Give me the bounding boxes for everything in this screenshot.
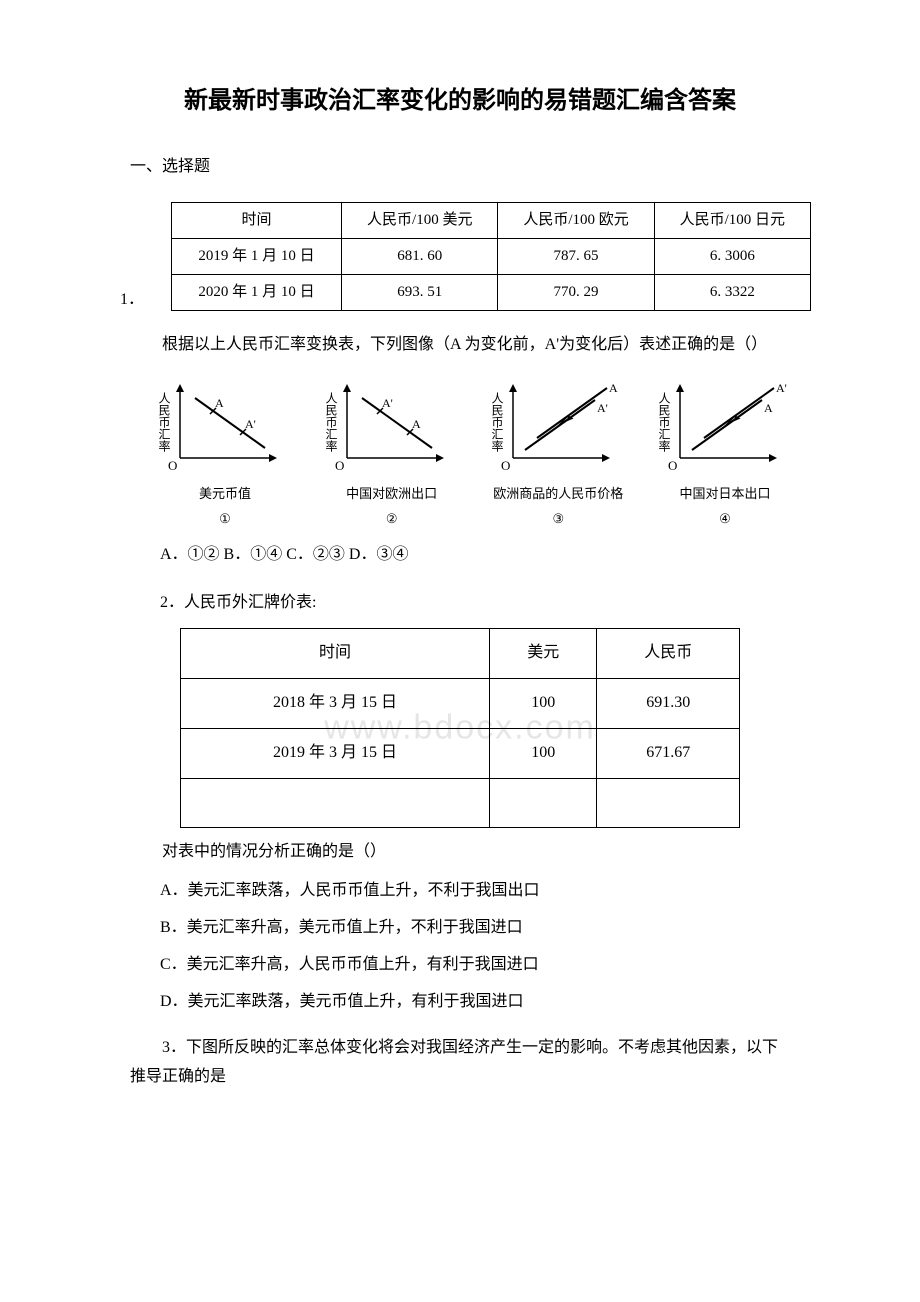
- svg-text:A: A: [764, 401, 773, 415]
- table-cell: 2019 年 1 月 10 日: [172, 238, 342, 274]
- q1-number: 1．: [120, 286, 144, 321]
- q1-options: A．①② B．①④ C．②③ D．③④: [160, 541, 790, 570]
- table-header: 人民币/100 欧元: [498, 202, 654, 238]
- page-title: 新最新时事政治汇率变化的影响的易错题汇编含答案: [90, 80, 830, 123]
- svg-text:人民币汇率: 人民币汇率: [657, 391, 671, 451]
- table-row: 2020 年 1 月 10 日 693. 51 770. 29 6. 3322: [172, 274, 811, 310]
- table-header: 美元: [490, 629, 597, 679]
- chart-1: 人民币汇率 O A A' 美元币值 ①: [150, 370, 300, 531]
- table-cell: 671.67: [597, 728, 740, 778]
- chart-circled-number: ②: [386, 507, 398, 530]
- q2-option-b: B．美元汇率升高，美元币值上升，不利于我国进口: [160, 914, 790, 943]
- svg-text:O: O: [668, 458, 677, 473]
- chart-circled-number: ④: [719, 507, 731, 530]
- q1-rate-table: 时间 人民币/100 美元 人民币/100 欧元 人民币/100 日元 2019…: [171, 202, 811, 311]
- section-label: 一、选择题: [130, 153, 830, 182]
- q3-text: 3．下图所反映的汇率总体变化将会对我国经济产生一定的影响。不考虑其他因素，以下推…: [130, 1034, 790, 1092]
- table-header: 时间: [181, 629, 490, 679]
- table-header: 人民币/100 日元: [654, 202, 810, 238]
- table-cell: 770. 29: [498, 274, 654, 310]
- q2-option-d: D．美元汇率跌落，美元币值上升，有利于我国进口: [160, 988, 790, 1017]
- svg-text:人民币汇率: 人民币汇率: [157, 391, 171, 451]
- q2-option-c: C．美元汇率升高，人民币币值上升，有利于我国进口: [160, 951, 790, 980]
- table-cell: 100: [490, 678, 597, 728]
- chart-caption: 美元币值: [199, 482, 251, 505]
- svg-text:A: A: [609, 381, 618, 395]
- chart-3: 人民币汇率 O AA' 欧洲商品的人民币价格 ③: [483, 370, 633, 531]
- q2-option-a: A．美元汇率跌落，人民币币值上升，不利于我国出口: [160, 877, 790, 906]
- table-cell: 681. 60: [342, 238, 498, 274]
- svg-text:人民币汇率: 人民币汇率: [324, 391, 338, 451]
- table-header: 人民币: [597, 629, 740, 679]
- table-cell: 693. 51: [342, 274, 498, 310]
- table-row: 时间 美元 人民币: [181, 629, 740, 679]
- svg-text:A: A: [215, 396, 224, 410]
- table-row: 2019 年 3 月 15 日 100 671.67: [181, 728, 740, 778]
- svg-text:O: O: [501, 458, 510, 473]
- q2-prompt: 对表中的情况分析正确的是（）: [130, 838, 790, 867]
- svg-text:A: A: [412, 417, 421, 431]
- chart-caption: 欧洲商品的人民币价格: [493, 482, 623, 505]
- table-row: [181, 778, 740, 828]
- svg-text:O: O: [168, 458, 177, 473]
- table-header: 人民币/100 美元: [342, 202, 498, 238]
- table-cell: 2019 年 3 月 15 日: [181, 728, 490, 778]
- svg-text:A': A': [597, 401, 608, 415]
- table-cell: 6. 3322: [654, 274, 810, 310]
- table-cell: 6. 3006: [654, 238, 810, 274]
- svg-text:A': A': [245, 417, 256, 431]
- chart-caption: 中国对欧洲出口: [346, 482, 437, 505]
- table-row: 2019 年 1 月 10 日 681. 60 787. 65 6. 3006: [172, 238, 811, 274]
- table-cell: 2018 年 3 月 15 日: [181, 678, 490, 728]
- q2-title: 2．人民币外汇牌价表:: [160, 589, 790, 618]
- svg-text:O: O: [335, 458, 344, 473]
- table-cell: 2020 年 1 月 10 日: [172, 274, 342, 310]
- chart-circled-number: ③: [552, 507, 564, 530]
- q1-charts-row: 人民币汇率OAA'美元币值 ① 人民币汇率OA'A中国对欧洲出口 ② 人民币汇率…: [150, 370, 800, 531]
- table-row: 2018 年 3 月 15 日 100 691.30: [181, 678, 740, 728]
- table-cell: [490, 778, 597, 828]
- svg-text:A': A': [776, 381, 787, 395]
- q1-row: 1． 时间 人民币/100 美元 人民币/100 欧元 人民币/100 日元 2…: [120, 202, 830, 321]
- q2-fx-table: 时间 美元 人民币 2018 年 3 月 15 日 100 691.30 201…: [180, 628, 740, 828]
- q2-table-wrap: www.bdocx.com 时间 美元 人民币 2018 年 3 月 15 日 …: [90, 628, 830, 828]
- table-cell: [181, 778, 490, 828]
- chart-4: 人民币汇率 O A'A 中国对日本出口 ④: [650, 370, 800, 531]
- chart-circled-number: ①: [219, 507, 231, 530]
- q2-options: A．美元汇率跌落，人民币币值上升，不利于我国出口 B．美元汇率升高，美元币值上升…: [90, 877, 830, 1016]
- table-cell: 100: [490, 728, 597, 778]
- svg-text:人民币汇率: 人民币汇率: [490, 391, 504, 451]
- table-cell: 691.30: [597, 678, 740, 728]
- q1-prompt: 根据以上人民币汇率变换表，下列图像（A 为变化前，A'为变化后）表述正确的是（）: [130, 331, 790, 360]
- table-cell: [597, 778, 740, 828]
- table-row: 时间 人民币/100 美元 人民币/100 欧元 人民币/100 日元: [172, 202, 811, 238]
- table-cell: 787. 65: [498, 238, 654, 274]
- table-header: 时间: [172, 202, 342, 238]
- chart-caption: 中国对日本出口: [679, 482, 770, 505]
- chart-2: 人民币汇率 O A' A 中国对欧洲出口 ②: [317, 370, 467, 531]
- svg-text:A': A': [382, 396, 393, 410]
